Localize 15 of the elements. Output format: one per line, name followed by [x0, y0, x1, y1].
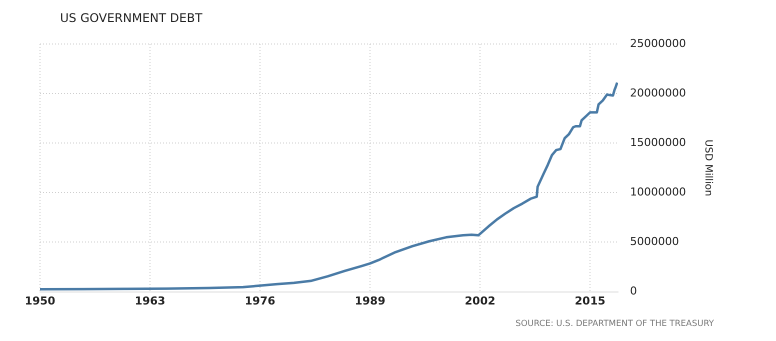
y-tick-label: 25000000 [630, 36, 686, 50]
y-tick-label: 0 [630, 284, 638, 298]
chart-title: US GOVERNMENT DEBT [60, 11, 202, 25]
x-tick-label: 2002 [464, 294, 496, 308]
source-note: SOURCE: U.S. DEPARTMENT OF THE TREASURY [515, 319, 714, 329]
x-tick-label: 1963 [134, 294, 166, 308]
x-tick-label: 2015 [574, 294, 606, 308]
y-tick-label: 10000000 [630, 186, 686, 199]
x-tick-label: 1976 [244, 294, 276, 308]
y-tick-label: 20000000 [630, 86, 686, 100]
y-tick-label: 5000000 [630, 235, 680, 248]
y-axis-title: USD Million [702, 140, 714, 196]
y-tick-label: 15000000 [630, 136, 686, 149]
x-tick-label: 1950 [24, 294, 56, 308]
x-tick-label: 1989 [354, 294, 386, 308]
